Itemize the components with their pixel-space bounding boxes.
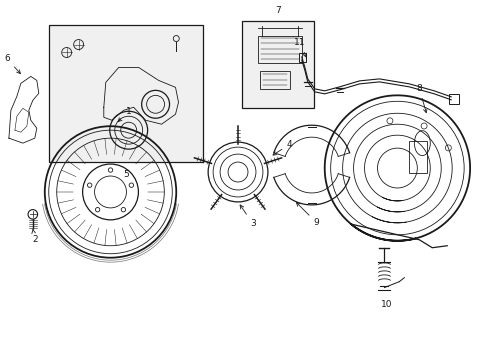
Text: 6: 6 [4, 54, 20, 74]
Bar [408, 141, 427, 173]
Text: 3: 3 [240, 205, 255, 228]
Bar [242, 21, 313, 108]
Text: 5: 5 [123, 170, 128, 179]
Bar [258, 36, 301, 63]
Text: 4: 4 [272, 140, 292, 155]
Text: 2: 2 [32, 230, 38, 244]
Bar [448, 94, 458, 104]
Text: 9: 9 [296, 203, 319, 227]
Bar [298, 54, 305, 62]
Text: 1: 1 [118, 107, 131, 122]
Bar [49, 24, 203, 162]
Text: 10: 10 [380, 300, 391, 309]
Text: 11: 11 [293, 38, 306, 57]
Bar [260, 71, 289, 89]
Text: 8: 8 [416, 84, 426, 113]
Text: 7: 7 [274, 6, 280, 15]
